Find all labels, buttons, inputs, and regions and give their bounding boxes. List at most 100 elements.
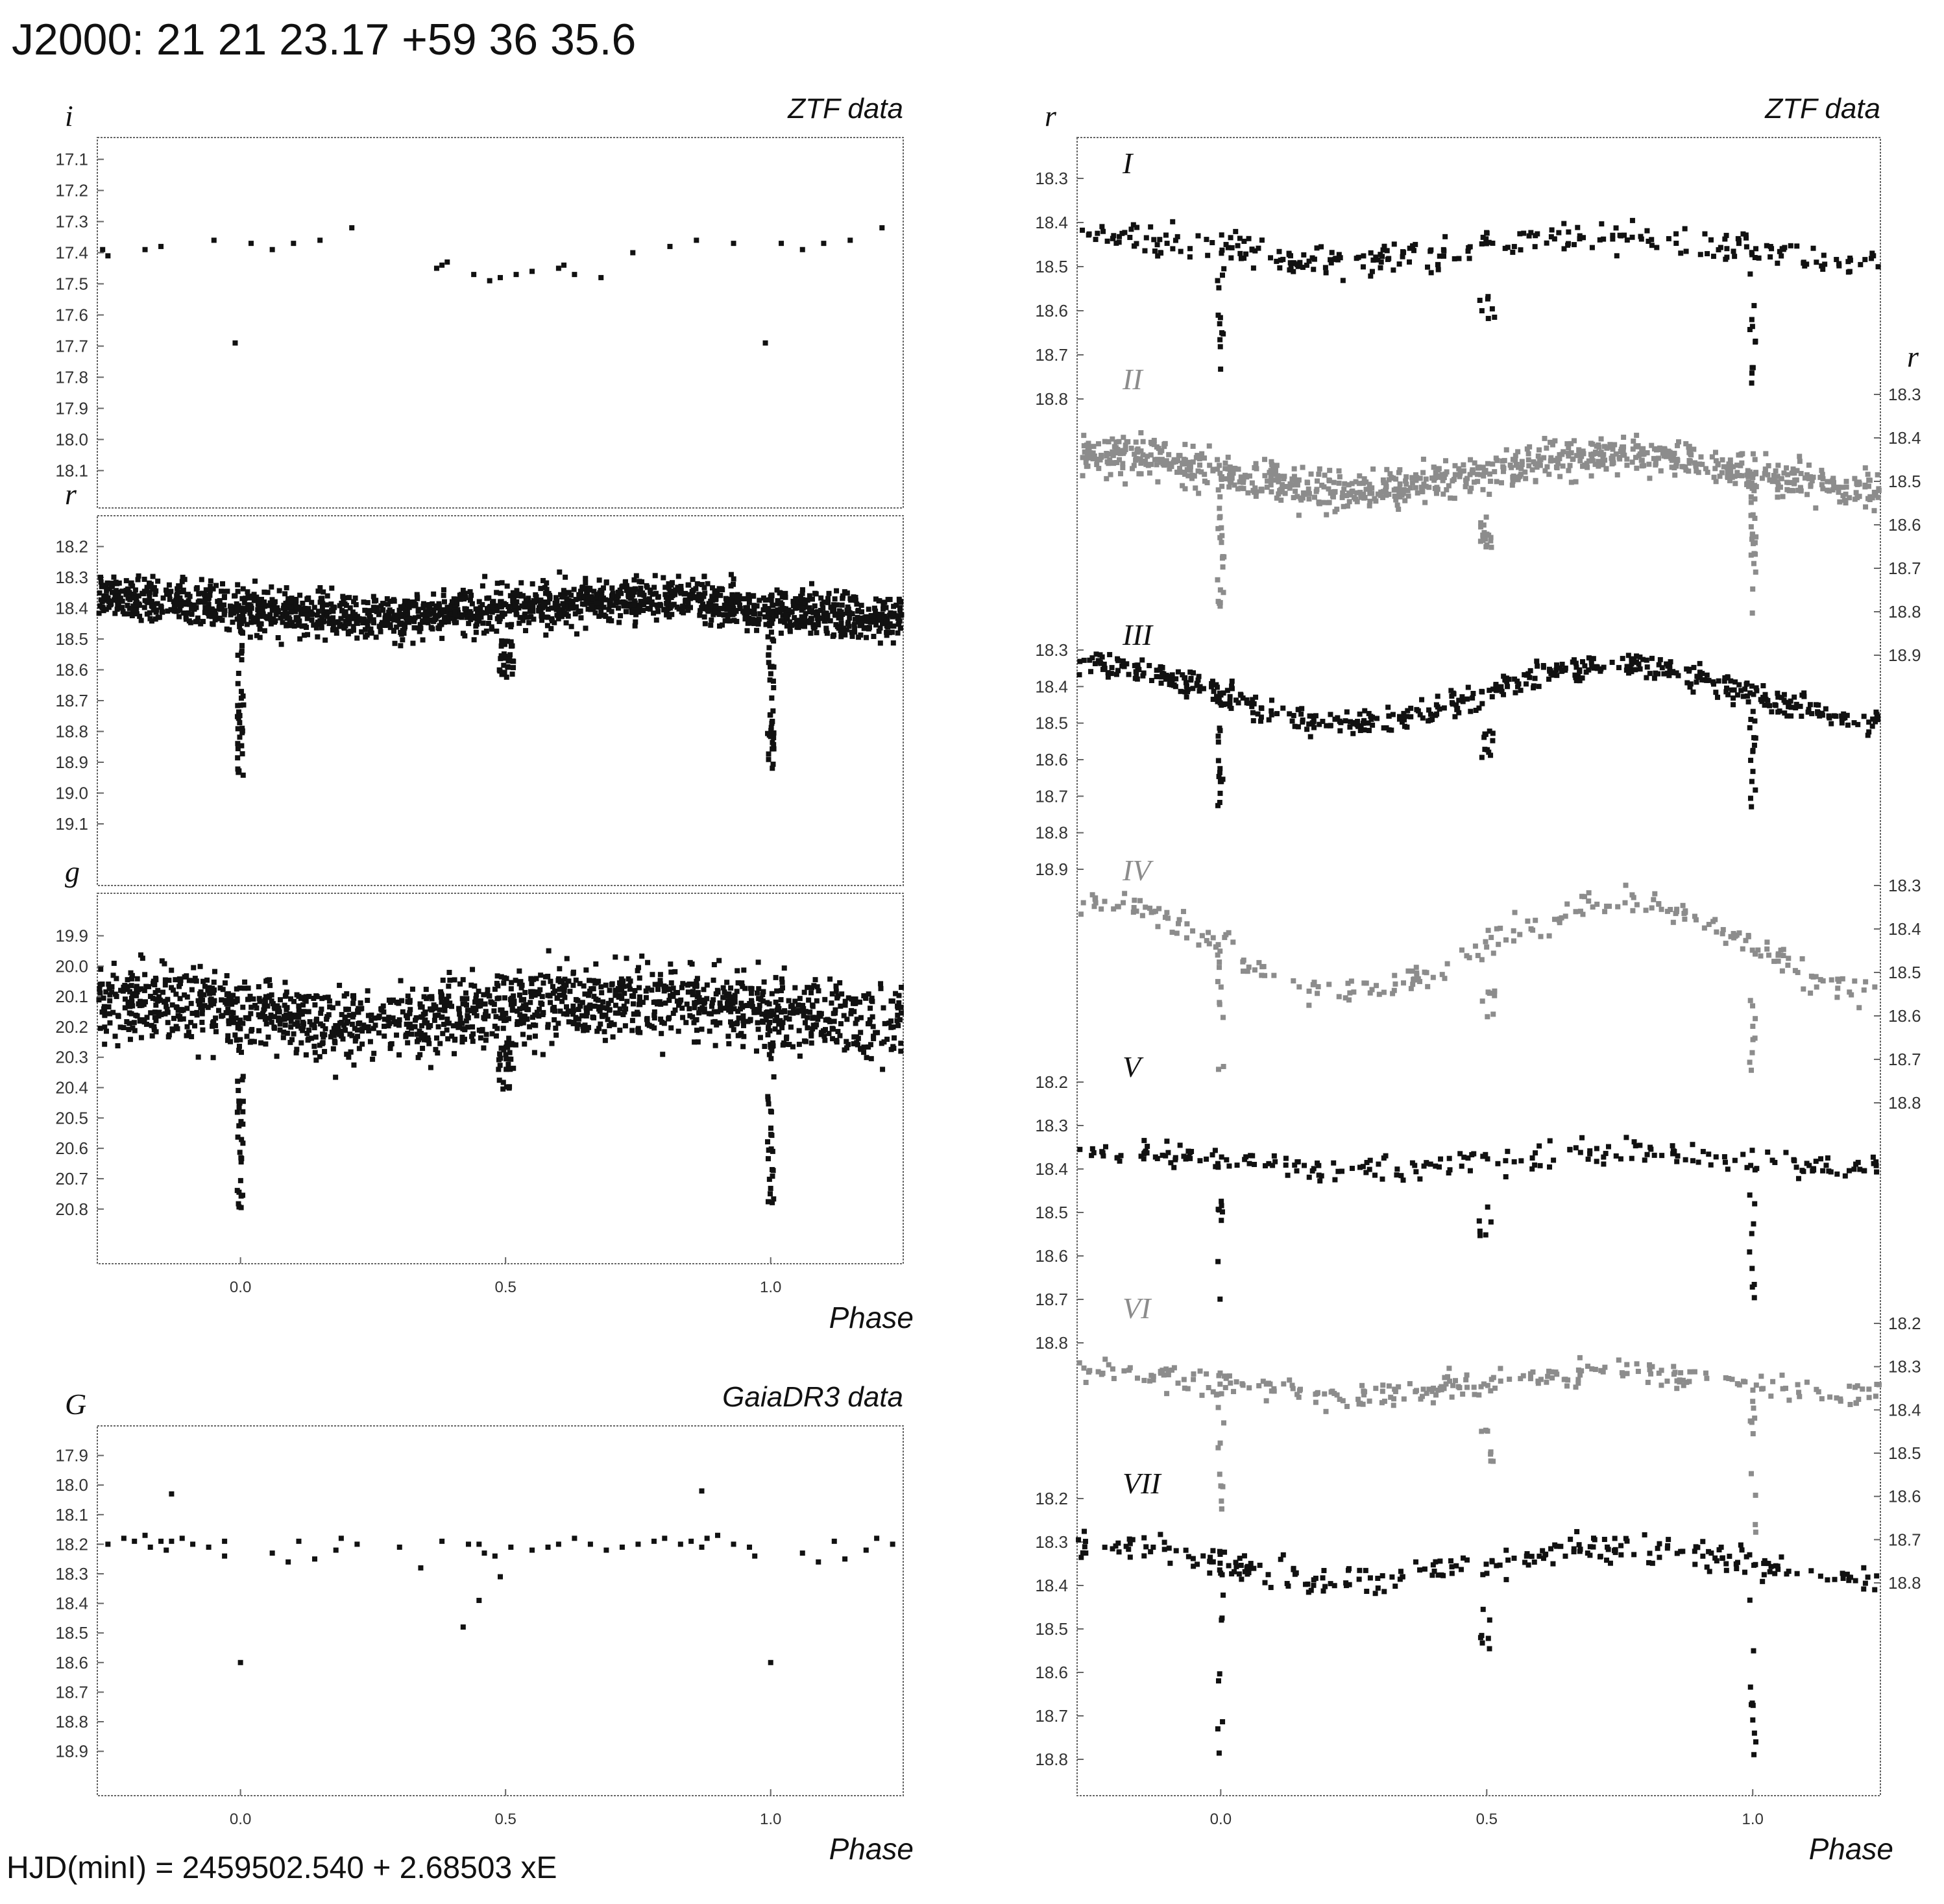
- ztf-g-point: [613, 987, 618, 993]
- season-I-point: [1705, 251, 1710, 257]
- ztf-i-point: [513, 272, 519, 278]
- ztf-g-point: [692, 1005, 698, 1011]
- season-II-point: [1220, 564, 1226, 570]
- ztf-r-point: [372, 597, 378, 603]
- ztf-g-point: [154, 998, 160, 1004]
- ztf-r-point: [350, 616, 356, 621]
- ztf-r-point: [240, 611, 246, 617]
- ztf-g-point: [751, 1007, 757, 1013]
- ztf-r-point: [147, 594, 152, 600]
- ztf-r-point: [768, 728, 774, 734]
- ztf-g-point: [604, 1006, 610, 1011]
- season-II-point: [1827, 488, 1832, 494]
- ztf-g-point: [162, 977, 168, 983]
- season-II-point: [1396, 470, 1402, 476]
- ztf-g-point: [387, 1020, 393, 1026]
- season-II-point: [1592, 449, 1598, 455]
- ztf-g-point: [175, 1007, 181, 1013]
- ztf-g-point: [337, 1020, 343, 1026]
- season-II-point: [1134, 448, 1140, 453]
- ztf-g-point: [156, 1013, 162, 1019]
- ztf-r-point: [523, 628, 529, 634]
- ztf-r-point: [832, 611, 838, 617]
- season-I-point: [1095, 230, 1100, 236]
- ztf-r-point: [480, 583, 485, 589]
- ztf-g-point: [565, 1009, 571, 1015]
- ztf-i-point: [100, 247, 106, 252]
- ztf-r-point: [204, 605, 210, 611]
- ztf-g-point: [427, 994, 433, 1000]
- ztf-g-point: [391, 1019, 397, 1025]
- ztf-r-point: [226, 627, 232, 633]
- season-I-point: [1280, 256, 1286, 262]
- ztf-g-point: [269, 1019, 274, 1025]
- season-II-point: [1324, 512, 1330, 518]
- ztf-r-point: [563, 620, 569, 626]
- ztf-g-point: [672, 969, 678, 974]
- ztf-g-point: [237, 1150, 243, 1155]
- ztf-g-point: [866, 1044, 871, 1050]
- season-II-point: [1293, 488, 1298, 494]
- ztf-r-point: [213, 583, 219, 588]
- ztf-r-point: [494, 590, 500, 596]
- ztf-r-point: [546, 606, 552, 612]
- season-II-point: [1400, 490, 1406, 496]
- ztf-r-point: [871, 605, 877, 611]
- season-II-point: [1344, 503, 1350, 509]
- season-II-point: [1140, 439, 1146, 444]
- season-II-point: [1367, 498, 1373, 504]
- ztf-r-point: [300, 611, 306, 617]
- season-II-point: [1095, 441, 1101, 447]
- ztf-g-point: [815, 1017, 821, 1022]
- season-II-point: [1268, 477, 1274, 483]
- ztf-g-point: [821, 1033, 827, 1039]
- ztf-g-point: [711, 1009, 717, 1015]
- ztf-r-point: [748, 620, 754, 626]
- ztf-r-point: [452, 604, 458, 610]
- season-II-point: [1712, 450, 1718, 455]
- ztf-r-point: [293, 597, 299, 603]
- ztf-g-point: [238, 1193, 244, 1199]
- ztf-g-point: [128, 983, 134, 989]
- ztf-g-point: [794, 1009, 800, 1015]
- ztf-i-ytick-label: 17.9: [55, 398, 88, 418]
- ztf-g-point: [782, 1008, 788, 1014]
- ztf-r-point: [798, 597, 804, 603]
- ztf-r-point: [725, 605, 731, 611]
- ztf-r-point: [294, 617, 300, 623]
- ztf-g-point: [709, 1004, 715, 1009]
- season-I-point: [1143, 235, 1149, 241]
- season-II-point: [1184, 467, 1190, 473]
- ztf-r-ytick-label: 18.5: [55, 629, 88, 649]
- seasons-xtick-label: 1.0: [1742, 1811, 1764, 1828]
- ztf-g-point: [657, 978, 663, 983]
- ztf-r-point: [366, 608, 372, 614]
- ztf-r-point: [502, 655, 508, 661]
- season-I-point: [1241, 255, 1247, 261]
- ztf-r-point: [240, 615, 246, 621]
- ztf-r-point: [282, 607, 288, 613]
- ztf-r-point: [672, 592, 677, 597]
- ztf-r-point: [615, 605, 621, 611]
- ztf-r-point: [856, 634, 862, 640]
- ztf-i-point: [667, 243, 673, 249]
- ztf-i-ytick-label: 18.0: [55, 429, 88, 449]
- ztf-g-point: [657, 981, 663, 987]
- season-II-point: [1798, 470, 1804, 476]
- season-II-point: [1537, 447, 1542, 453]
- ztf-r-point: [877, 640, 883, 646]
- ztf-r-point: [103, 607, 109, 612]
- season-II-point: [1215, 457, 1221, 463]
- season-I-point: [1154, 242, 1160, 248]
- ztf-r-point: [666, 597, 672, 603]
- ztf-r-point: [332, 620, 337, 625]
- ztf-g-point: [325, 994, 331, 1000]
- season-I-point: [1794, 243, 1800, 249]
- ztf-g-frame: [97, 893, 904, 1264]
- ztf-r-point: [834, 588, 840, 594]
- ztf-r-ytick-label: 18.6: [55, 660, 88, 680]
- ztf-g-point: [336, 1030, 342, 1036]
- ztf-r-point: [786, 607, 792, 613]
- ztf-r-point: [131, 592, 137, 597]
- season-II-point: [1091, 444, 1097, 450]
